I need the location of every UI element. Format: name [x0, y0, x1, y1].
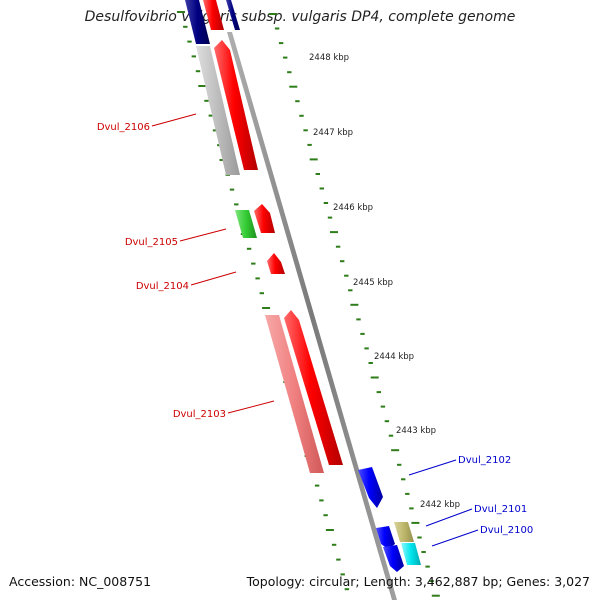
callout-line	[431, 529, 479, 547]
callout-line	[190, 271, 237, 286]
gene-feature-dvul-2104	[267, 253, 285, 274]
gene-feature-dvul-2103	[284, 310, 343, 465]
kbp-tick-labels: 2448 kbp 2447 kbp 2446 kbp 2445 kbp 2444…	[309, 53, 460, 510]
tick-label: 2442 kbp	[420, 500, 460, 510]
gene-feature-green	[235, 210, 257, 238]
callout-line	[227, 400, 275, 414]
gene-feature-pink	[265, 315, 324, 473]
gene-callout-lines	[151, 113, 479, 547]
tick-label: 2446 kbp	[333, 203, 373, 213]
tick-label: 2448 kbp	[309, 53, 349, 63]
gene-feature-dvul-2102	[358, 467, 383, 508]
callout-line	[151, 113, 197, 127]
gene-label-dvul-2101: Dvul_2101	[474, 504, 527, 515]
gene-feature-navy	[185, 0, 210, 44]
tick-label: 2447 kbp	[313, 128, 353, 138]
gene-feature-dvul-2106	[214, 40, 258, 170]
callout-line	[408, 459, 457, 476]
callout-line	[179, 228, 227, 242]
genome-summary-text: Topology: circular; Length: 3,462,887 bp…	[246, 574, 590, 589]
gene-feature-tan	[394, 522, 414, 542]
gene-feature-navy-small	[226, 0, 240, 30]
callout-line	[425, 508, 473, 527]
gene-feature-blue-b	[383, 545, 404, 572]
tick-label: 2443 kbp	[396, 426, 436, 436]
tick-label: 2444 kbp	[374, 352, 414, 362]
gene-feature-red-top	[203, 0, 224, 30]
gene-feature-cyan	[401, 543, 421, 565]
gene-label-dvul-2102: Dvul_2102	[458, 455, 511, 466]
gene-feature-dvul-2105	[254, 204, 275, 233]
gene-feature-blue-a	[376, 526, 395, 549]
gene-features	[185, 0, 421, 572]
gene-feature-grey	[196, 46, 240, 175]
gene-label-dvul-2100: Dvul_2100	[480, 525, 533, 536]
gene-label-dvul-2103: Dvul_2103	[173, 409, 226, 420]
gene-label-dvul-2105: Dvul_2105	[125, 237, 178, 248]
tick-ruler-inner	[177, 11, 350, 591]
accession-text: Accession: NC_008751	[9, 574, 152, 589]
gene-labels: Dvul_2106 Dvul_2105 Dvul_2104 Dvul_2103 …	[97, 122, 533, 536]
gene-label-dvul-2106: Dvul_2106	[97, 122, 150, 133]
gene-label-dvul-2104: Dvul_2104	[136, 281, 189, 292]
tick-ruler-outer	[269, 13, 440, 597]
tick-label: 2445 kbp	[353, 278, 393, 288]
genome-backbone	[227, 32, 397, 600]
